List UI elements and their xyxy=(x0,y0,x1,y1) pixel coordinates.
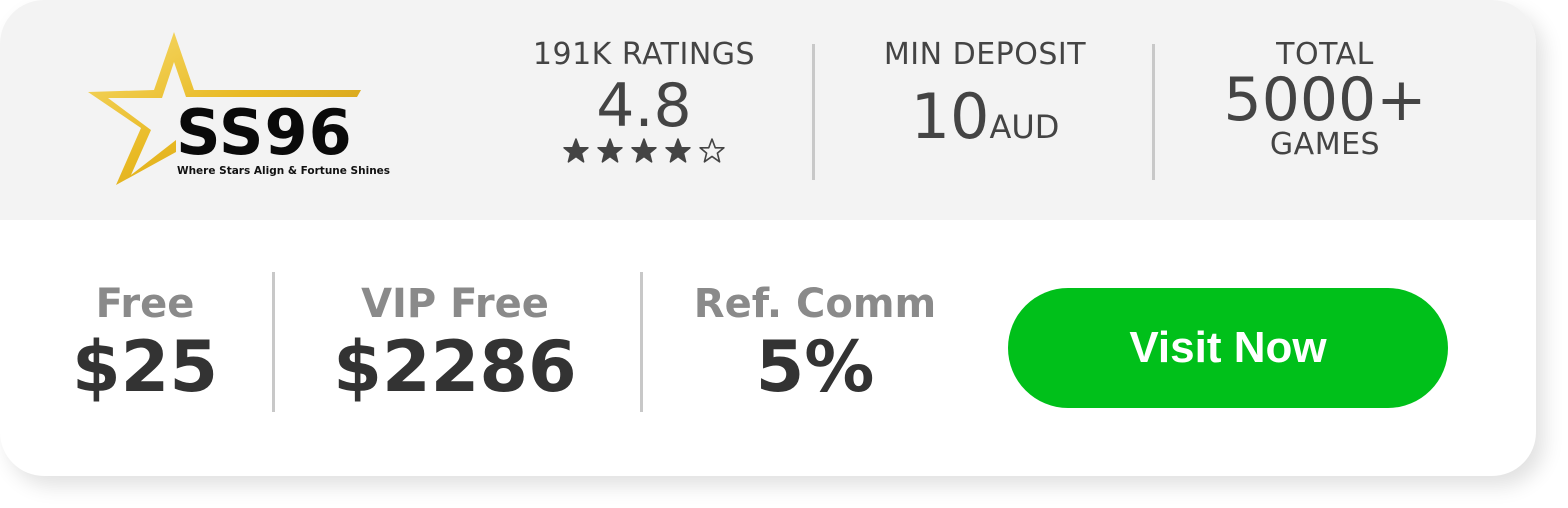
ratings-stat: 191K RATINGS 4.8 xyxy=(524,40,764,164)
min-deposit-label: MIN DEPOSIT xyxy=(883,37,1087,72)
total-games-stat: TOTAL 5000+ GAMES xyxy=(1200,40,1450,160)
rating-score: 4.8 xyxy=(596,71,692,141)
star-filled-icon xyxy=(597,138,623,163)
brand-tagline: Where Stars Align & Fortune Shines xyxy=(177,165,391,177)
offer-label: Ref. Comm xyxy=(693,281,937,327)
brand-name: SS96 xyxy=(176,96,353,169)
offer-value: $25 xyxy=(71,326,219,408)
divider xyxy=(640,272,643,412)
brand-logo: SS96 Where Stars Align & Fortune Shines xyxy=(86,30,390,188)
ratings-label: 191K RATINGS xyxy=(532,37,756,72)
casino-card: SS96 Where Stars Align & Fortune Shines … xyxy=(0,0,1536,412)
total-count: 5000+ xyxy=(1223,65,1427,135)
offer-ref-comm: Ref. Comm 5% xyxy=(670,284,960,402)
offer-free: Free $25 xyxy=(40,284,250,402)
total-label: TOTAL xyxy=(1276,37,1374,72)
visit-now-button[interactable]: Visit Now xyxy=(1008,288,1448,408)
offer-label: Free xyxy=(95,281,195,327)
star-filled-icon xyxy=(665,138,691,163)
stats-panel: SS96 Where Stars Align & Fortune Shines … xyxy=(0,0,1536,220)
min-deposit-currency: AUD xyxy=(989,108,1060,146)
min-deposit-stat: MIN DEPOSIT 10AUD xyxy=(860,40,1110,148)
star-filled-icon xyxy=(563,138,589,163)
divider xyxy=(1152,44,1155,180)
total-unit: GAMES xyxy=(1269,127,1381,162)
divider xyxy=(812,44,815,180)
min-deposit-amount: 10 xyxy=(910,80,990,153)
star-filled-icon xyxy=(631,138,657,163)
offer-label: VIP Free xyxy=(361,281,549,327)
star-empty-icon xyxy=(699,138,725,163)
offer-value: 5% xyxy=(755,326,875,408)
star-rating xyxy=(524,138,764,164)
divider xyxy=(272,272,275,412)
offer-value: $2286 xyxy=(333,326,577,408)
offer-vip-free: VIP Free $2286 xyxy=(300,284,610,402)
